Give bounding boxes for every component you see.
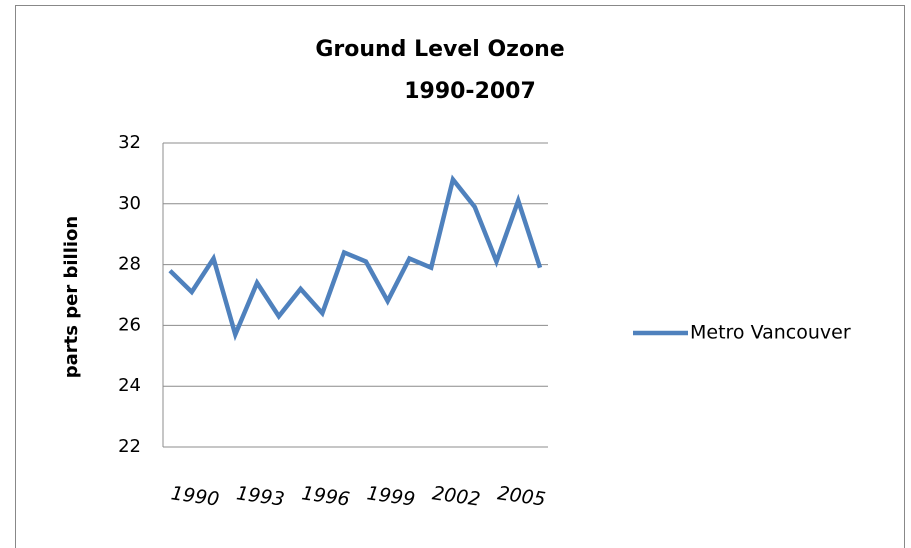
y-tick-label: 24: [118, 375, 141, 396]
y-tick-label: 22: [118, 436, 141, 457]
legend-label: Metro Vancouver: [690, 322, 851, 344]
chart-frame: [15, 5, 905, 548]
y-axis-label: parts per billion: [61, 216, 82, 378]
chart-title: Ground Level Ozone: [315, 37, 564, 62]
y-tick-label: 26: [118, 314, 141, 335]
y-tick-label: 30: [118, 193, 141, 214]
y-tick-label: 32: [118, 132, 141, 153]
chart-subtitle: 1990-2007: [404, 79, 536, 104]
y-tick-label: 28: [118, 254, 141, 275]
series-line: [168, 174, 543, 342]
